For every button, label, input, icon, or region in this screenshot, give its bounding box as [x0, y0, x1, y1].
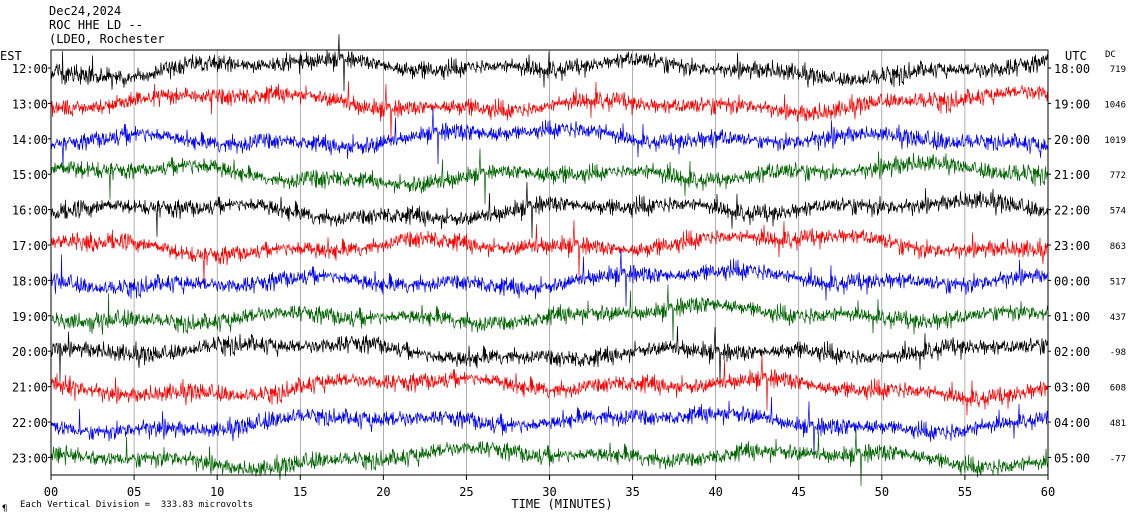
dc-offset-label: -98: [1110, 348, 1126, 358]
trace-row-1300: [50, 81, 1049, 142]
header-date: Dec24,2024: [49, 4, 122, 18]
utc-time-label: 04:00: [1054, 416, 1090, 430]
header-station: ROC HHE LD --: [49, 18, 143, 32]
est-time-label: 14:00: [12, 133, 48, 147]
header-network: (LDEO, Rochester: [49, 32, 165, 46]
trace-row-1800: [50, 249, 1049, 307]
est-time-label: 23:00: [12, 451, 48, 465]
dc-offset-label: -77: [1110, 454, 1126, 464]
x-tick-label: 25: [459, 485, 473, 499]
trace-row-1500: [50, 148, 1049, 205]
trace-row-1400: [50, 107, 1049, 173]
utc-time-label: 19:00: [1054, 97, 1090, 111]
est-time-label: 12:00: [12, 62, 48, 76]
est-time-label: 15:00: [12, 168, 48, 182]
x-tick-label: 45: [792, 485, 806, 499]
x-tick-label: 00: [44, 485, 58, 499]
trace-row-1600: [50, 182, 1049, 239]
dc-offset-label: 1046: [1104, 100, 1126, 110]
utc-time-label: 02:00: [1054, 345, 1090, 359]
x-tick-label: 35: [625, 485, 639, 499]
utc-time-label: 18:00: [1054, 62, 1090, 76]
dc-offset-label: 574: [1110, 207, 1126, 217]
seismic-traces: [50, 34, 1049, 487]
est-time-label: 16:00: [12, 204, 48, 218]
dc-offset-label: 481: [1110, 419, 1126, 429]
utc-time-label: 21:00: [1054, 168, 1090, 182]
trace-row-2300: [50, 429, 1049, 487]
dc-column-title: DC: [1105, 50, 1116, 60]
footer-mark: ¶: [2, 504, 8, 514]
utc-time-label: 03:00: [1054, 381, 1090, 395]
dc-offset-label: 608: [1110, 384, 1126, 394]
utc-time-label: 01:00: [1054, 310, 1090, 324]
utc-time-label: 23:00: [1054, 239, 1090, 253]
utc-time-label: 00:00: [1054, 274, 1090, 288]
x-tick-label: 05: [127, 485, 141, 499]
x-tick-label: 20: [376, 485, 390, 499]
x-tick-label: 10: [210, 485, 224, 499]
est-time-label: 21:00: [12, 381, 48, 395]
x-tick-label: 55: [958, 485, 972, 499]
est-time-label: 20:00: [12, 345, 48, 359]
trace-row-1700: [50, 220, 1049, 285]
est-time-label: 22:00: [12, 416, 48, 430]
utc-time-label: 20:00: [1054, 133, 1090, 147]
trace-row-2200: [50, 396, 1049, 459]
est-time-label: 13:00: [12, 97, 48, 111]
axis-labels: 00 05 10 15 20 25 30 35 40 45 50 55 60 TIME (MINUTES)…: [0, 49, 1126, 511]
right-axis-title: UTC: [1065, 49, 1087, 63]
est-time-label: 18:00: [12, 274, 48, 288]
dc-offset-label: 437: [1110, 313, 1126, 323]
footer-scale-note: Each Vertical Division = 333.83 microvol…: [20, 500, 253, 510]
x-tick-label: 40: [708, 485, 722, 499]
utc-time-label: 22:00: [1054, 204, 1090, 218]
trace-row-2000: [50, 325, 1049, 385]
x-tick-label: 50: [875, 485, 889, 499]
dc-offset-label: 517: [1110, 277, 1126, 287]
trace-row-1200: [50, 34, 1049, 92]
est-time-label: 19:00: [12, 310, 48, 324]
x-tick-label: 30: [542, 485, 556, 499]
minute-gridlines: [133, 50, 966, 475]
dc-offset-label: 863: [1110, 242, 1126, 252]
x-tick-label: 60: [1041, 485, 1055, 499]
trace-row-1900: [50, 284, 1049, 341]
trace-row-2100: [50, 353, 1049, 416]
dc-offset-label: 1019: [1104, 136, 1126, 146]
utc-time-label: 05:00: [1054, 451, 1090, 465]
est-time-label: 17:00: [12, 239, 48, 253]
dc-offset-label: 719: [1110, 65, 1126, 75]
left-axis-title: EST: [0, 49, 22, 63]
x-tick-label: 15: [293, 485, 307, 499]
dc-offset-label: 772: [1110, 171, 1126, 181]
x-axis-title: TIME (MINUTES): [511, 497, 612, 511]
